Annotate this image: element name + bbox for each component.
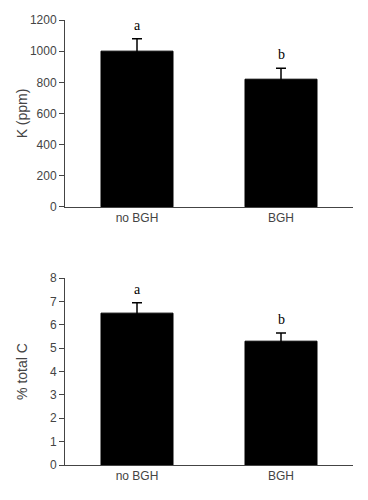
svg-text:1000: 1000 — [30, 44, 57, 58]
svg-text:b: b — [278, 47, 285, 62]
svg-text:no BGH: no BGH — [116, 469, 159, 483]
svg-text:0: 0 — [50, 458, 57, 472]
svg-text:7: 7 — [50, 295, 57, 309]
svg-text:6: 6 — [50, 318, 57, 332]
svg-text:5: 5 — [50, 341, 57, 355]
svg-text:2: 2 — [50, 411, 57, 425]
svg-text:200: 200 — [37, 169, 57, 183]
svg-text:K (ppm): K (ppm) — [14, 89, 30, 139]
svg-text:a: a — [134, 282, 141, 297]
svg-text:b: b — [278, 312, 285, 327]
svg-text:600: 600 — [37, 107, 57, 121]
svg-text:800: 800 — [37, 76, 57, 90]
svg-text:4: 4 — [50, 365, 57, 379]
svg-text:0: 0 — [50, 200, 57, 214]
svg-text:% total C: % total C — [14, 343, 30, 400]
svg-text:BGH: BGH — [268, 469, 294, 483]
svg-text:400: 400 — [37, 138, 57, 152]
svg-text:a: a — [134, 18, 141, 33]
svg-text:3: 3 — [50, 388, 57, 402]
svg-text:BGH: BGH — [268, 211, 294, 225]
svg-text:8: 8 — [50, 271, 57, 285]
svg-text:no BGH: no BGH — [116, 211, 159, 225]
svg-text:1200: 1200 — [30, 13, 57, 27]
svg-text:1: 1 — [50, 435, 57, 449]
